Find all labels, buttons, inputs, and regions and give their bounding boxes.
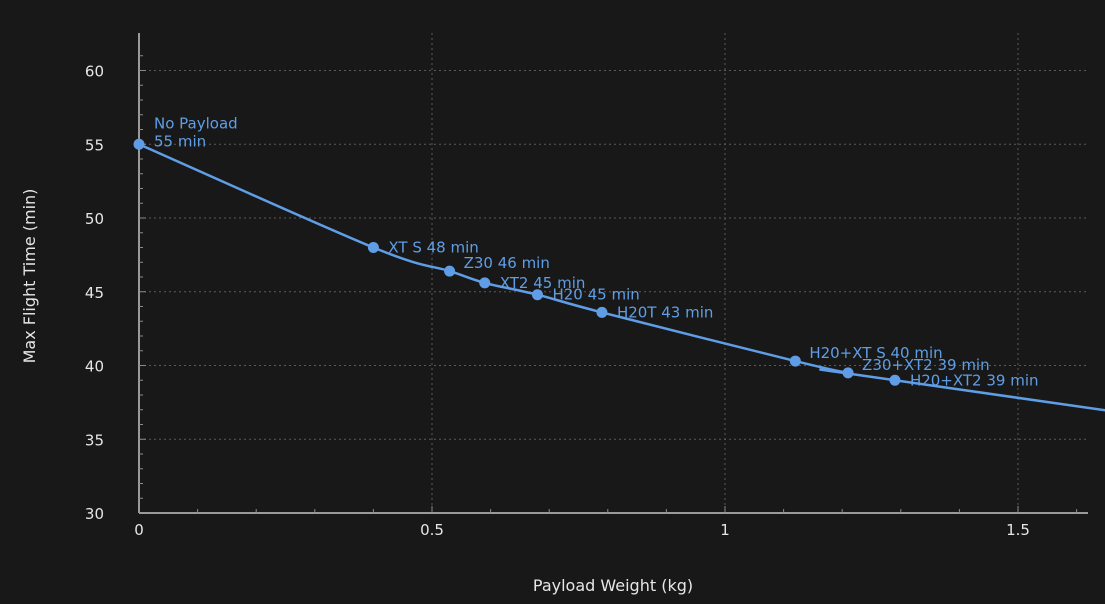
point-label-line: H20+XT S 40 min xyxy=(809,344,942,362)
point-label: XT S 48 min xyxy=(388,239,478,257)
data-point xyxy=(842,367,854,379)
flight-time-curve xyxy=(138,143,1105,412)
y-tick-label: 30 xyxy=(85,505,104,523)
y-tick-label: 60 xyxy=(85,63,104,81)
data-point xyxy=(367,242,379,253)
point-label-line: Z30 46 min xyxy=(464,254,550,272)
point-label-line: No Payload xyxy=(154,114,238,132)
point-label: No Payload 55 min xyxy=(154,114,238,150)
point-label: XT2 45 min xyxy=(500,274,586,292)
point-label-line: XT S 48 min xyxy=(388,239,478,257)
data-point xyxy=(789,355,801,367)
y-tick-label: 45 xyxy=(85,284,104,302)
data-point xyxy=(479,277,491,289)
y-tick-label: 55 xyxy=(85,136,104,154)
point-label: H20 45 min xyxy=(552,286,639,304)
x-axis-title: Payload Weight (kg) xyxy=(533,576,693,595)
data-point xyxy=(596,306,608,318)
x-tick-label: 1 xyxy=(720,521,730,539)
y-tick-label: 35 xyxy=(85,431,104,449)
axes xyxy=(138,33,1088,514)
x-tick-label: 1.5 xyxy=(1006,521,1030,539)
y-tick-label: 40 xyxy=(85,358,104,376)
data-point xyxy=(889,374,901,386)
point-label: Z30+XT2 39 min xyxy=(862,356,990,374)
point-label: H20T 43 min xyxy=(617,303,713,321)
data-point xyxy=(133,138,145,150)
point-label-line: XT2 45 min xyxy=(500,274,586,292)
x-tick-label: 0 xyxy=(134,521,144,539)
point-label-line: H20 45 min xyxy=(552,286,639,304)
point-label: Z30 46 min xyxy=(464,254,550,272)
x-tick-label: 0.5 xyxy=(420,521,444,539)
point-label-line: Z30+XT2 39 min xyxy=(862,356,990,374)
data-point xyxy=(531,289,543,301)
data-point xyxy=(444,265,456,277)
point-label: H20+XT2 39 min xyxy=(910,371,1039,389)
y-axis-title: Max Flight Time (min) xyxy=(20,189,39,364)
tick-labels: 00.511.522.5330354045505560 xyxy=(85,63,1030,540)
y-tick-label: 50 xyxy=(85,210,104,228)
point-label-line: H20+XT2 39 min xyxy=(910,371,1039,389)
point-label: H20+XT S 40 min xyxy=(809,344,942,362)
grid-lines xyxy=(139,33,1088,513)
point-label-line: H20T 43 min xyxy=(617,303,713,321)
data-points xyxy=(133,138,901,386)
point-label-line: 55 min xyxy=(154,132,206,150)
